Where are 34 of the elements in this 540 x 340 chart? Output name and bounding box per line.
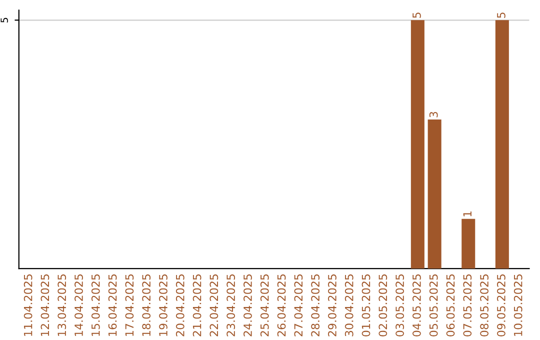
x-tick-label: 22.04.2025 — [210, 274, 218, 336]
x-tick-label: 01.05.2025 — [362, 274, 370, 336]
x-tick-label: 27.04.2025 — [294, 274, 303, 336]
data-label: 3 — [429, 112, 438, 118]
x-tick-label: 28.04.2025 — [311, 274, 320, 336]
data-label: 1 — [463, 211, 472, 216]
x-tick-label: 14.04.2025 — [74, 274, 83, 336]
x-tick-label: 12.04.2025 — [40, 274, 50, 336]
x-tick-label: 18.04.2025 — [142, 274, 151, 336]
x-tick-label: 02.05.2025 — [378, 274, 388, 336]
x-tick-label: 04.05.2025 — [412, 274, 421, 336]
x-tick-label: 13.04.2025 — [58, 274, 66, 336]
x-tick-label: 15.04.2025 — [91, 274, 100, 336]
x-tick-label: 23.04.2025 — [226, 274, 236, 336]
x-tick-label: 16.04.2025 — [108, 274, 117, 336]
x-tick-label: 03.05.2025 — [396, 274, 404, 336]
data-label: 5 — [412, 12, 421, 18]
x-tick-label: 06.05.2025 — [446, 274, 455, 336]
x-tick-label: 25.04.2025 — [260, 274, 269, 336]
x-tick-label: 08.05.2025 — [480, 274, 488, 336]
x-tick-label: 19.04.2025 — [159, 274, 168, 336]
x-tick-label: 11.04.2025 — [24, 274, 32, 336]
x-tick-label: 30.04.2025 — [344, 274, 354, 336]
x-tick-label: 07.05.2025 — [463, 274, 472, 336]
x-tick-label: 09.05.2025 — [496, 274, 506, 336]
x-tick-label: 20.04.2025 — [176, 274, 184, 336]
x-tick-label: 24.04.2025 — [244, 274, 252, 336]
x-tick-label: 10.05.2025 — [514, 274, 522, 336]
x-tick-label: 26.04.2025 — [277, 274, 286, 336]
x-tick-label: 21.04.2025 — [192, 274, 202, 336]
x-tick-label: 29.04.2025 — [328, 274, 336, 336]
data-label: 5 — [497, 12, 506, 18]
x-tick-label: 05.05.2025 — [429, 274, 438, 336]
x-tick-label: 17.04.2025 — [125, 274, 134, 336]
